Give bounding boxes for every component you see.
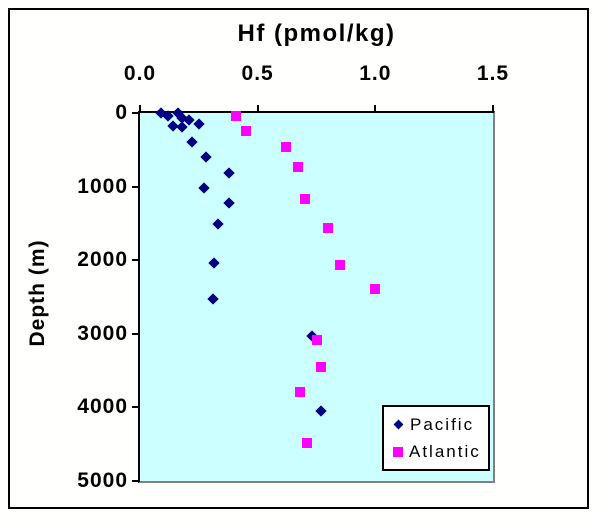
pacific-diamond-icon (393, 419, 404, 430)
legend: Pacific Atlantic (382, 405, 490, 471)
legend-row-pacific: Pacific (393, 415, 488, 435)
chart-title: Hf (pmol/kg) (237, 20, 396, 47)
chart-outer-border (8, 8, 589, 509)
legend-label-atlantic: Atlantic (409, 441, 481, 461)
atlantic-square-icon (393, 446, 403, 457)
y-axis-title: Depth (m) (26, 239, 49, 347)
legend-row-atlantic: Atlantic (393, 442, 488, 462)
legend-label-pacific: Pacific (410, 414, 475, 434)
